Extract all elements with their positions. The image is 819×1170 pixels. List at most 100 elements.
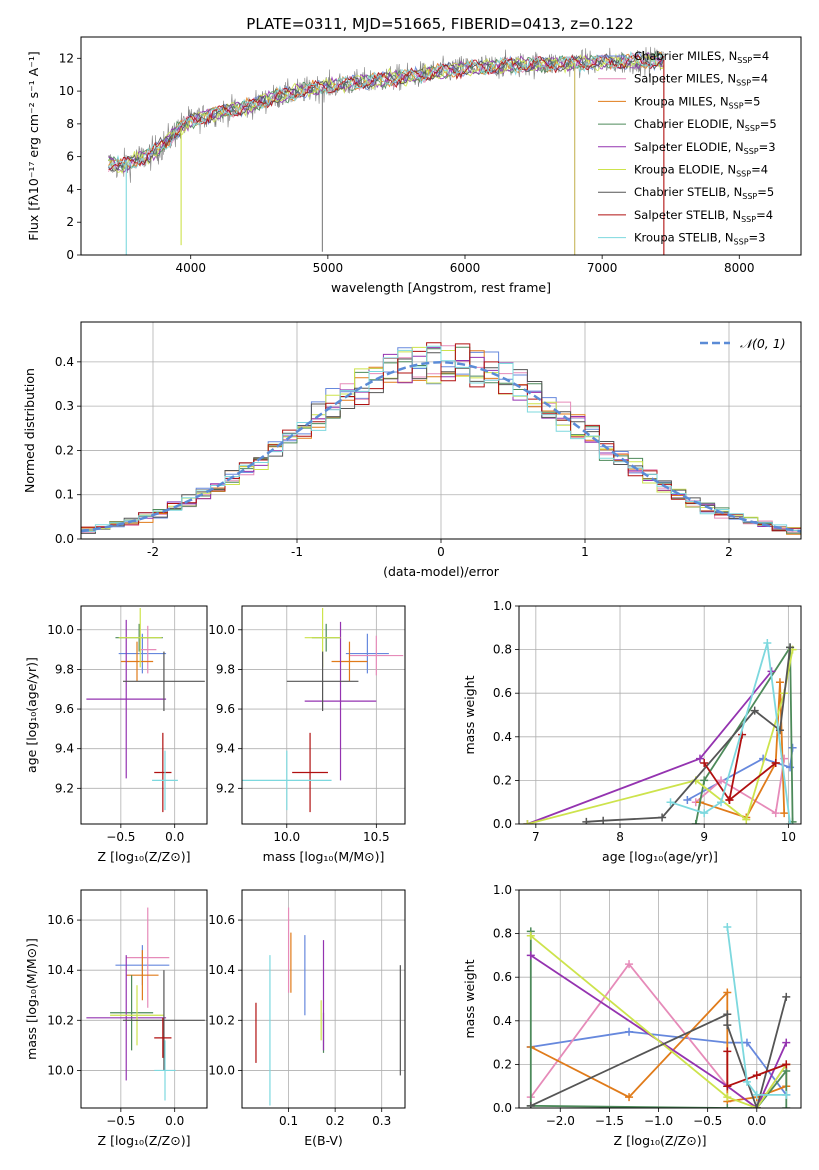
panel-mass_weight_vs_age: 7 8 9 10 0.0 0.2 0.4 0.6 0.8 1.0 age [log₁₀(age/yr… xyxy=(462,599,802,864)
x-tick-label: 0.0 xyxy=(165,1114,184,1128)
legend-label: 𝒩(0, 1) xyxy=(740,336,786,351)
legend-label-sub: SSP xyxy=(736,79,751,88)
errorbar-point xyxy=(152,750,178,811)
weight-marker xyxy=(723,1010,732,1019)
legend-label-main: Kroupa MILES, N xyxy=(634,94,729,108)
axes-frame xyxy=(80,889,208,1109)
weight-marker xyxy=(742,815,751,824)
legend-label-main: Salpeter MILES, N xyxy=(634,72,736,86)
x-tick-label: 0.3 xyxy=(372,1114,391,1128)
weight-marker xyxy=(625,1093,634,1102)
y-tick-label: 10.2 xyxy=(208,1013,235,1027)
errorbar-point xyxy=(118,607,162,668)
weight-series xyxy=(582,643,795,824)
x-tick-label: 10.0 xyxy=(273,830,300,844)
x-tick-label: -2 xyxy=(147,545,159,559)
weight-marker xyxy=(742,1077,751,1086)
y-tick-label: 0.2 xyxy=(493,1057,512,1071)
legend-label-tail: =4 xyxy=(752,49,769,63)
weight-marker xyxy=(723,1093,732,1102)
legend-label-tail: =5 xyxy=(757,185,774,199)
weight-marker xyxy=(752,1090,761,1099)
weight-marker xyxy=(786,763,795,772)
weight-series xyxy=(723,1047,791,1091)
errorbar-point xyxy=(86,955,167,1081)
x-tick-label: 0.0 xyxy=(747,1114,766,1128)
x-tick-label: 1 xyxy=(581,545,589,559)
weight-marker xyxy=(771,809,780,818)
x-tick-label: −0.5 xyxy=(693,1114,722,1128)
weight-line xyxy=(726,1051,787,1088)
y-tick-label: 10.2 xyxy=(47,1013,74,1027)
y-tick-label: 10.6 xyxy=(47,913,74,927)
x-axis-label: wavelength [Angstrom, rest frame] xyxy=(331,280,551,295)
legend-label-sub: SSP xyxy=(729,101,744,110)
weight-marker xyxy=(771,758,780,767)
weight-marker xyxy=(625,1027,634,1036)
legend-label-sub: SSP xyxy=(745,124,760,133)
x-tick-label: 0.2 xyxy=(326,1114,345,1128)
weight-line xyxy=(530,954,788,1108)
weight-marker xyxy=(523,820,532,824)
weight-line xyxy=(726,926,787,1096)
weight-line xyxy=(530,935,788,1108)
panel-mass_vs_ebv: 0.1 0.2 0.3 10.0 10.2 10.4 10.6 E(B-V) xyxy=(208,889,406,1148)
x-tick-label: 8000 xyxy=(724,261,755,275)
axes-frame xyxy=(518,605,802,825)
weight-marker xyxy=(786,643,795,652)
weight-line xyxy=(529,931,788,1108)
legend-label-main: Salpeter STELIB, N xyxy=(634,208,741,222)
residual-legend: 𝒩(0, 1) xyxy=(700,336,786,351)
plot-area xyxy=(242,890,405,1108)
weight-marker xyxy=(717,776,726,785)
legend-label-main: Kroupa STELIB, N xyxy=(634,231,734,245)
y-tick-label: 12 xyxy=(59,51,74,65)
y-axis-label: mass weight xyxy=(462,675,477,754)
plot-area xyxy=(519,606,801,824)
model-line xyxy=(108,53,665,172)
weight-marker xyxy=(752,1104,761,1108)
weight-marker xyxy=(582,817,591,824)
legend-label-tail: =4 xyxy=(751,72,768,86)
axes-frame xyxy=(518,889,802,1109)
panel-age_vs_z: −0.5 0.0 9.2 9.4 9.6 9.8 10.0 Z [log₁₀(Z/Z⊙)] ag… xyxy=(24,605,208,864)
weight-marker xyxy=(658,813,667,822)
errorbar-point xyxy=(154,732,172,813)
legend-label-tail: =3 xyxy=(759,140,776,154)
weight-marker xyxy=(750,706,759,715)
x-tick-label: −1.0 xyxy=(644,1114,673,1128)
axes-frame xyxy=(241,605,406,825)
weight-marker xyxy=(788,743,797,752)
weight-marker xyxy=(782,992,791,1001)
legend-label: Salpeter STELIB, NSSP=4 xyxy=(634,208,773,224)
x-tick-label: 10.5 xyxy=(363,830,390,844)
legend-label-tail: =5 xyxy=(760,117,777,131)
model-line xyxy=(108,52,665,174)
gaussian-curve xyxy=(81,361,801,533)
y-tick-label: 0.3 xyxy=(55,399,74,413)
legend-label: Chabrier ELODIE, NSSP=5 xyxy=(634,117,777,133)
axes-frame xyxy=(241,889,406,1109)
x-tick-label: −2.0 xyxy=(546,1114,575,1128)
axes-frame xyxy=(80,321,802,540)
errorbar-point xyxy=(110,985,164,1046)
y-tick-label: 0.2 xyxy=(493,773,512,787)
plot-area xyxy=(81,606,207,824)
legend-label-main: Chabrier STELIB, N xyxy=(634,185,742,199)
y-tick-label: 0.8 xyxy=(493,927,512,941)
weight-marker xyxy=(723,1082,732,1091)
model-line xyxy=(108,52,665,173)
legend-label: Kroupa STELIB, NSSP=3 xyxy=(634,231,765,247)
x-tick-label: 0.1 xyxy=(279,1114,298,1128)
plot-area xyxy=(519,890,801,1108)
weight-marker xyxy=(717,798,726,807)
weight-line xyxy=(586,647,791,823)
legend-label-sub: SSP xyxy=(741,215,756,224)
weight-marker xyxy=(625,960,634,969)
y-tick-label: 0.4 xyxy=(493,730,512,744)
panel-residuals: -2 -1 0 1 2 0.0 0.1 0.2 0.3 0.4 (data-model)/error… xyxy=(22,321,802,579)
legend-label-main: Salpeter ELODIE, N xyxy=(634,140,744,154)
x-tick-label: 2 xyxy=(725,545,733,559)
errorbar-point xyxy=(349,635,404,676)
